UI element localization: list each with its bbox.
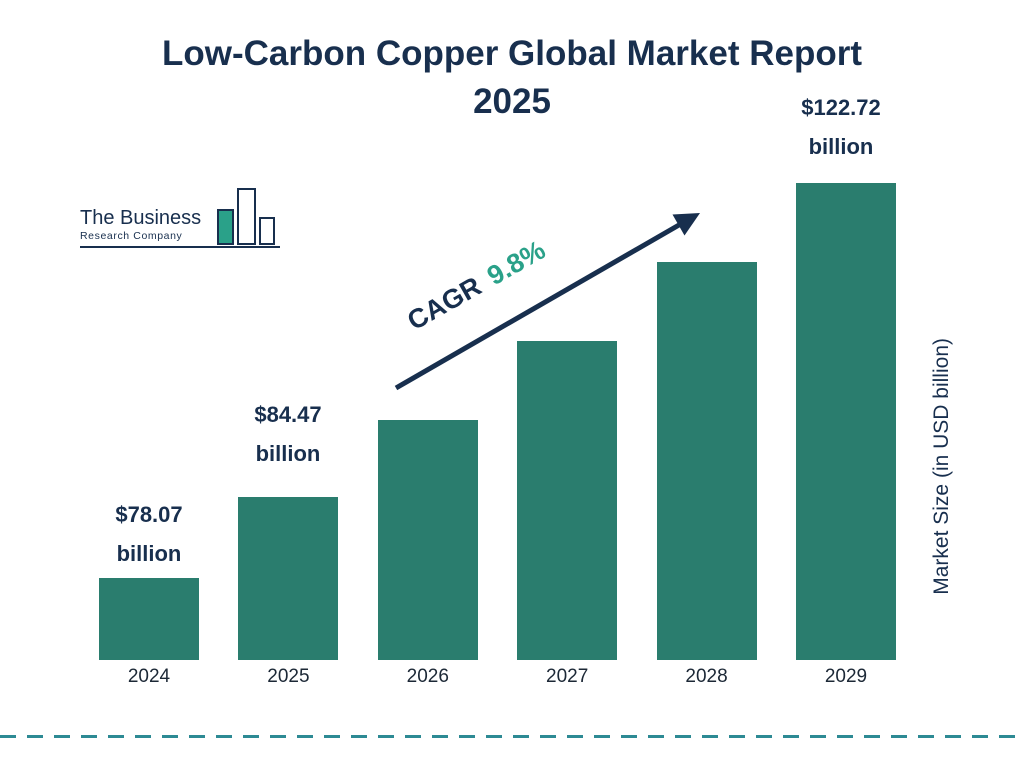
bars <box>99 183 896 660</box>
logo-text: The Business Research Company <box>80 207 201 246</box>
value-2029: $122.72 <box>801 95 881 120</box>
value-label-2025: $84.47 billion <box>213 395 363 473</box>
bar-2024 <box>99 578 199 660</box>
x-tick-2026: 2026 <box>406 666 449 687</box>
bar-2029 <box>795 183 896 660</box>
unit-2024: billion <box>116 541 182 566</box>
y-axis-label: Market Size (in USD billion) <box>930 338 953 595</box>
bar-2025 <box>238 497 339 660</box>
bar-2026 <box>377 420 478 660</box>
title-line-2: 2025 <box>473 82 551 121</box>
cagr-arrow-icon <box>394 213 700 391</box>
page-title: Low-Carbon Copper Global Market Report 2… <box>0 30 1024 126</box>
x-tick-2029: 2029 <box>824 666 868 687</box>
logo: The Business Research Company <box>80 186 280 248</box>
bottom-dashed-divider <box>0 735 1024 738</box>
value-2025: $84.47 <box>254 402 322 427</box>
value-label-2029: $122.72 billion <box>766 88 916 166</box>
logo-bars-icon <box>217 188 275 245</box>
value-2024: $78.07 <box>115 502 183 527</box>
logo-subname: Research Company <box>80 230 183 242</box>
x-tick-2024: 2024 <box>127 666 171 687</box>
bar-2028 <box>656 262 757 660</box>
x-tick-2025: 2025 <box>267 666 310 687</box>
bar-2027 <box>517 341 618 660</box>
value-label-2024: $78.07 billion <box>74 495 224 573</box>
x-tick-2028: 2028 <box>685 666 728 687</box>
logo-name: The Business <box>80 207 202 229</box>
unit-2025: billion <box>255 441 321 466</box>
unit-2029: billion <box>808 134 874 159</box>
title-line-1: Low-Carbon Copper Global Market Report <box>161 34 863 73</box>
year-labels: 2024 2025 2026 2027 2028 2029 <box>99 666 896 688</box>
x-tick-2027: 2027 <box>546 666 589 687</box>
